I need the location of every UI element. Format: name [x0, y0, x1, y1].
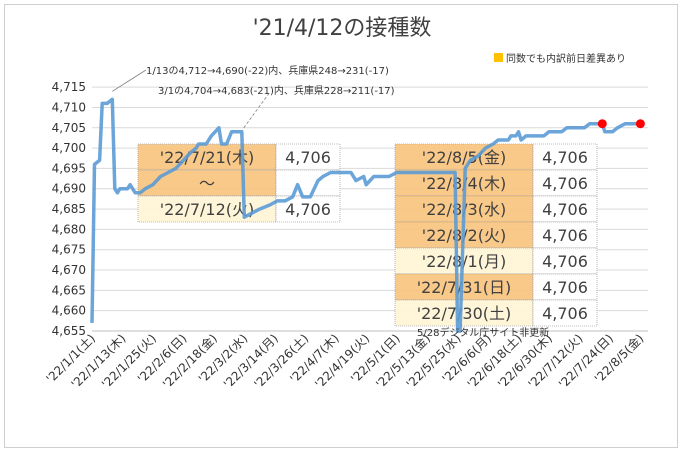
table-value: 4,706 [542, 278, 588, 297]
table-cell [532, 299, 598, 327]
data-marker [635, 119, 645, 129]
table-cell [532, 273, 598, 301]
table-cell [532, 221, 598, 249]
y-tick-label: 4,685 [52, 202, 86, 216]
y-tick-label: 4,715 [52, 80, 86, 94]
y-tick-label: 4,665 [52, 283, 86, 297]
table-value: 4,706 [542, 252, 588, 271]
table-cell [137, 143, 277, 171]
annotation-text: 5/28デジタル庁サイト非更新 [417, 326, 549, 339]
table-value: 4,706 [542, 304, 588, 323]
table-date: ～ [199, 174, 215, 193]
y-tick-label: 4,680 [52, 222, 86, 236]
legend: 同数でも内訳前日差異あり [494, 50, 626, 65]
table-value: 4,706 [542, 174, 588, 193]
y-tick-label: 4,660 [52, 304, 86, 318]
y-tick-label: 4,670 [52, 263, 86, 277]
data-marker [597, 119, 607, 129]
y-tick-label: 4,695 [52, 161, 86, 175]
table-date: '22/7/21(木) [160, 148, 255, 167]
y-tick-label: 4,710 [52, 100, 86, 114]
chart-title: '21/4/12の接種数 [252, 16, 432, 41]
y-tick-label: 4,705 [52, 121, 86, 135]
table-cell [532, 143, 598, 171]
y-tick-label: 4,700 [52, 141, 86, 155]
table-date: '22/7/30(土) [417, 304, 512, 323]
table-value: 4,706 [542, 226, 588, 245]
table-cell [137, 195, 277, 223]
legend-label: 同数でも内訳前日差異あり [506, 54, 626, 65]
table-cell [394, 299, 534, 327]
y-tick-label: 4,655 [52, 324, 86, 338]
series-line [90, 97, 641, 333]
table-date: '22/7/31(日) [417, 278, 512, 297]
table-date: '22/7/12(火) [160, 200, 255, 219]
table-date: '22/8/5(金) [422, 148, 506, 167]
table-value: 4,706 [542, 200, 588, 219]
table-cell [532, 247, 598, 275]
y-tick-label: 4,675 [52, 243, 86, 257]
table-value: 4,706 [542, 148, 588, 167]
table-value: 4,706 [285, 148, 331, 167]
annotation-text: 3/1の4,704→4,683(-21)内、兵庫県228→211(-17) [158, 84, 395, 97]
annotation-leader [243, 91, 271, 129]
table-cell [532, 169, 598, 197]
table-value: 4,706 [285, 200, 331, 219]
annotation-text: 1/13の4,712→4,690(-22)内、兵庫県248→231(-17) [146, 64, 389, 77]
y-tick-label: 4,690 [52, 182, 86, 196]
legend-swatch [494, 53, 503, 62]
annotation-leader [112, 69, 147, 92]
